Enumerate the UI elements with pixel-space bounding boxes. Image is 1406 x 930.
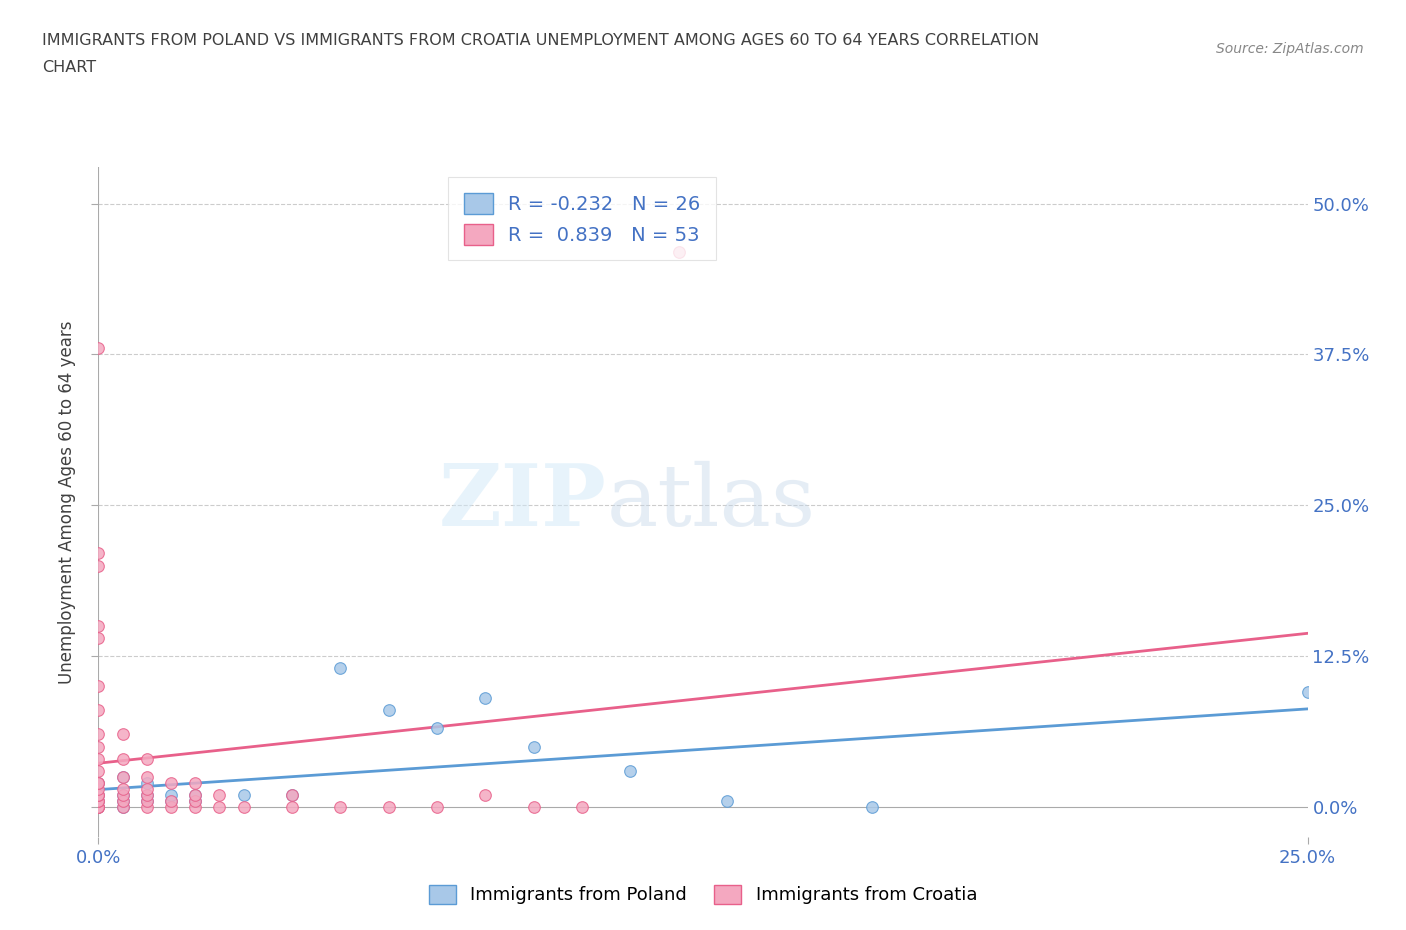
Point: [87, 788, 110, 803]
Point: [474, 691, 496, 706]
Point: [160, 800, 183, 815]
Text: atlas: atlas: [606, 460, 815, 544]
Point: [111, 793, 134, 808]
Point: [426, 800, 449, 815]
Point: [87, 793, 110, 808]
Text: ZIP: ZIP: [439, 460, 606, 544]
Point: [208, 800, 231, 815]
Point: [111, 751, 134, 766]
Point: [87, 739, 110, 754]
Point: [87, 800, 110, 815]
Point: [281, 800, 304, 815]
Point: [87, 793, 110, 808]
Point: [716, 793, 738, 808]
Legend: R = -0.232   N = 26, R =  0.839   N = 53: R = -0.232 N = 26, R = 0.839 N = 53: [449, 177, 716, 260]
Point: [377, 703, 399, 718]
Point: [619, 764, 641, 778]
Point: [135, 788, 157, 803]
Point: [329, 800, 352, 815]
Point: [160, 793, 183, 808]
Point: [87, 800, 110, 815]
Point: [87, 727, 110, 742]
Point: [184, 800, 207, 815]
Point: [111, 793, 134, 808]
Point: [87, 751, 110, 766]
Point: [87, 776, 110, 790]
Point: [87, 781, 110, 796]
Point: [523, 800, 546, 815]
Point: [135, 800, 157, 815]
Point: [87, 546, 110, 561]
Y-axis label: Unemployment Among Ages 60 to 64 years: Unemployment Among Ages 60 to 64 years: [58, 321, 76, 684]
Point: [87, 703, 110, 718]
Point: [184, 793, 207, 808]
Point: [111, 781, 134, 796]
Point: [184, 788, 207, 803]
Point: [135, 793, 157, 808]
Point: [474, 788, 496, 803]
Point: [135, 788, 157, 803]
Point: [87, 679, 110, 694]
Point: [860, 800, 883, 815]
Point: [426, 721, 449, 736]
Point: [111, 727, 134, 742]
Point: [111, 800, 134, 815]
Point: [1296, 684, 1319, 699]
Text: CHART: CHART: [42, 60, 96, 75]
Point: [87, 800, 110, 815]
Point: [87, 558, 110, 573]
Point: [111, 788, 134, 803]
Text: Source: ZipAtlas.com: Source: ZipAtlas.com: [1216, 42, 1364, 56]
Point: [87, 631, 110, 645]
Point: [135, 776, 157, 790]
Legend: Immigrants from Poland, Immigrants from Croatia: Immigrants from Poland, Immigrants from …: [422, 878, 984, 911]
Point: [87, 800, 110, 815]
Point: [329, 660, 352, 675]
Point: [111, 800, 134, 815]
Point: [160, 788, 183, 803]
Point: [571, 800, 593, 815]
Point: [184, 793, 207, 808]
Point: [111, 788, 134, 803]
Point: [232, 788, 254, 803]
Point: [87, 341, 110, 356]
Point: [232, 800, 254, 815]
Point: [111, 769, 134, 784]
Point: [135, 751, 157, 766]
Point: [87, 776, 110, 790]
Point: [87, 618, 110, 633]
Point: [111, 769, 134, 784]
Point: [208, 788, 231, 803]
Point: [87, 764, 110, 778]
Point: [87, 793, 110, 808]
Point: [135, 769, 157, 784]
Point: [135, 781, 157, 796]
Point: [87, 788, 110, 803]
Point: [135, 793, 157, 808]
Point: [160, 776, 183, 790]
Point: [160, 793, 183, 808]
Point: [184, 776, 207, 790]
Point: [87, 788, 110, 803]
Point: [668, 245, 690, 259]
Text: IMMIGRANTS FROM POLAND VS IMMIGRANTS FROM CROATIA UNEMPLOYMENT AMONG AGES 60 TO : IMMIGRANTS FROM POLAND VS IMMIGRANTS FRO…: [42, 33, 1039, 47]
Point: [377, 800, 399, 815]
Point: [87, 776, 110, 790]
Point: [281, 788, 304, 803]
Point: [281, 788, 304, 803]
Point: [184, 788, 207, 803]
Point: [523, 739, 546, 754]
